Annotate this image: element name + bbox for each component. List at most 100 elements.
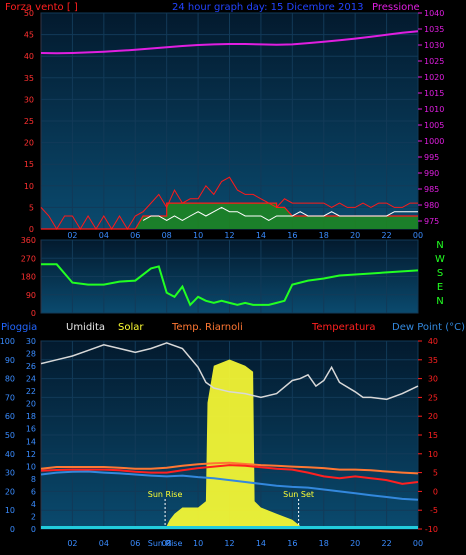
wind-axis-ticks: 0 5 10 15 20 25 30 35 40 45 50	[24, 9, 34, 234]
pressure-tick-label: 990	[424, 169, 439, 178]
wind-pressure-series	[40, 30, 419, 230]
x-tick-label: 10	[193, 231, 203, 240]
humidity-tick-label: 14	[26, 437, 36, 446]
x-tick-label: 16	[287, 539, 297, 548]
wind-tick-label: 5	[29, 203, 34, 212]
temperature-tick-label: 35	[428, 356, 438, 365]
temperature-legend: Temperatura	[311, 322, 376, 333]
wind-tick-label: 40	[24, 52, 34, 61]
wind-tick-label: 50	[24, 9, 34, 18]
temperature-tick-label: 15	[428, 431, 438, 440]
humidity-tick-label: 4	[31, 500, 36, 509]
wind-tick-label: 30	[24, 95, 34, 104]
direction-axis-ticks: 0 90 180 270 360	[21, 236, 36, 318]
temperature-tick-label: 0	[433, 487, 438, 496]
compass-label: W	[435, 254, 445, 265]
direction-tick-label: 90	[26, 291, 36, 300]
sun-event-label: Sun Rise	[148, 539, 183, 548]
dew-point-legend: Dew Point (°C)	[392, 322, 465, 333]
x-tick-label: 22	[381, 231, 391, 240]
direction-tick-label: 360	[21, 236, 36, 245]
wind-tick-label: 35	[24, 74, 34, 83]
pressure-axis-ticks: 975 980 985 990 995 1000 1005 1010 1015 1020 1025 1…	[418, 9, 444, 226]
x-tick-label: 00	[413, 231, 423, 240]
rain-axis-title: Pioggia	[1, 322, 37, 333]
humidity-tick-label: 24	[26, 375, 36, 384]
pressure-tick-label: 980	[424, 201, 439, 210]
pressure-tick-label: 1030	[424, 41, 444, 50]
humidity-tick-label: 8	[31, 475, 36, 484]
x-tick-label: 12	[224, 539, 234, 548]
humidity-tick-label: 28	[26, 350, 36, 359]
x-tick-label: 02	[67, 539, 77, 548]
rain-tick-label: 10	[5, 506, 15, 515]
x-tick-label: 06	[130, 231, 140, 240]
pressure-tick-label: 1025	[424, 57, 444, 66]
temperature-line	[40, 464, 419, 485]
wind-tick-label: 25	[24, 117, 34, 126]
rain-tick-label: 90	[5, 356, 15, 365]
humidity-tick-label: 30	[26, 337, 36, 346]
pressure-tick-label: 1000	[424, 137, 444, 146]
compass-label: N	[436, 240, 443, 251]
rain-tick-label: 30	[5, 469, 15, 478]
sun-event-label: Sun Set	[283, 490, 314, 499]
wind-tick-label: 0	[29, 225, 34, 234]
temperature-axis-ticks: -10 -5 0 5 10 15 20 25 30 35 40	[418, 337, 438, 534]
humidity-tick-label: 26	[26, 362, 36, 371]
pressure-tick-label: 1005	[424, 121, 444, 130]
humidity-tick-label: 12	[26, 450, 36, 459]
wind-direction-series	[41, 263, 419, 307]
wind-direction-grid	[41, 239, 419, 314]
temperature-tick-label: 10	[428, 450, 438, 459]
temperature-tick-label: 30	[428, 375, 438, 384]
rain-axis-ticks: 0 10 20 30 40 50 60 70 80 90 100	[0, 337, 15, 534]
chart-title: 24 hour graph day: 15 Dicembre 2013	[172, 2, 363, 13]
pressure-tick-label: 1040	[424, 9, 444, 18]
direction-tick-label: 270	[21, 254, 36, 263]
humidity-tick-label: 22	[26, 387, 36, 396]
x-tick-label: 18	[319, 539, 329, 548]
multi-sensor-x-ticks: 02 04 06 08 10 12 14 16 18 20 22 00	[67, 539, 423, 548]
pressure-tick-label: 1035	[424, 25, 444, 34]
x-tick-label: 10	[193, 539, 203, 548]
temperature-tick-label: 25	[428, 393, 438, 402]
pressure-tick-label: 975	[424, 217, 439, 226]
pressure-axis-title: Pressione	[372, 2, 420, 13]
x-tick-label: 20	[350, 539, 360, 548]
x-tick-label: 22	[381, 539, 391, 548]
x-tick-label: 14	[256, 231, 266, 240]
pressure-line	[40, 30, 419, 55]
x-tick-label: 02	[67, 231, 77, 240]
direction-tick-label: 0	[31, 309, 36, 318]
temp-feel-legend: Temp. Riarnoli	[171, 322, 243, 333]
x-tick-label: 04	[99, 231, 109, 240]
temperature-tick-label: -10	[425, 525, 438, 534]
wind-direction-line	[41, 263, 419, 307]
wind-pressure-x-ticks: 02 04 06 08 10 12 14 16 18 20 22 00	[67, 231, 423, 240]
x-tick-label: 06	[130, 539, 140, 548]
temperature-tick-label: 5	[433, 469, 438, 478]
direction-tick-label: 180	[21, 273, 36, 282]
x-tick-label: 12	[224, 231, 234, 240]
humidity-tick-label: 16	[26, 425, 36, 434]
x-tick-label: 08	[162, 231, 172, 240]
x-tick-label: 20	[350, 231, 360, 240]
pressure-tick-label: 985	[424, 185, 439, 194]
wind-gust-line	[40, 176, 418, 230]
wind-tick-label: 10	[24, 182, 34, 191]
wind-average-line	[142, 206, 418, 221]
x-tick-label: 04	[99, 539, 109, 548]
wind-axis-title: Forza vento [ ]	[5, 2, 78, 13]
solar-radiation-area	[166, 359, 301, 526]
pressure-tick-label: 1020	[424, 73, 444, 82]
x-tick-label: 14	[256, 539, 266, 548]
rain-tick-label: 20	[5, 487, 15, 496]
temp-feel-line	[40, 461, 419, 475]
compass-label: E	[437, 282, 443, 293]
wind-tick-label: 15	[24, 160, 34, 169]
humidity-tick-label: 0	[31, 525, 36, 534]
humidity-line	[40, 342, 419, 401]
pressure-tick-label: 1015	[424, 89, 444, 98]
